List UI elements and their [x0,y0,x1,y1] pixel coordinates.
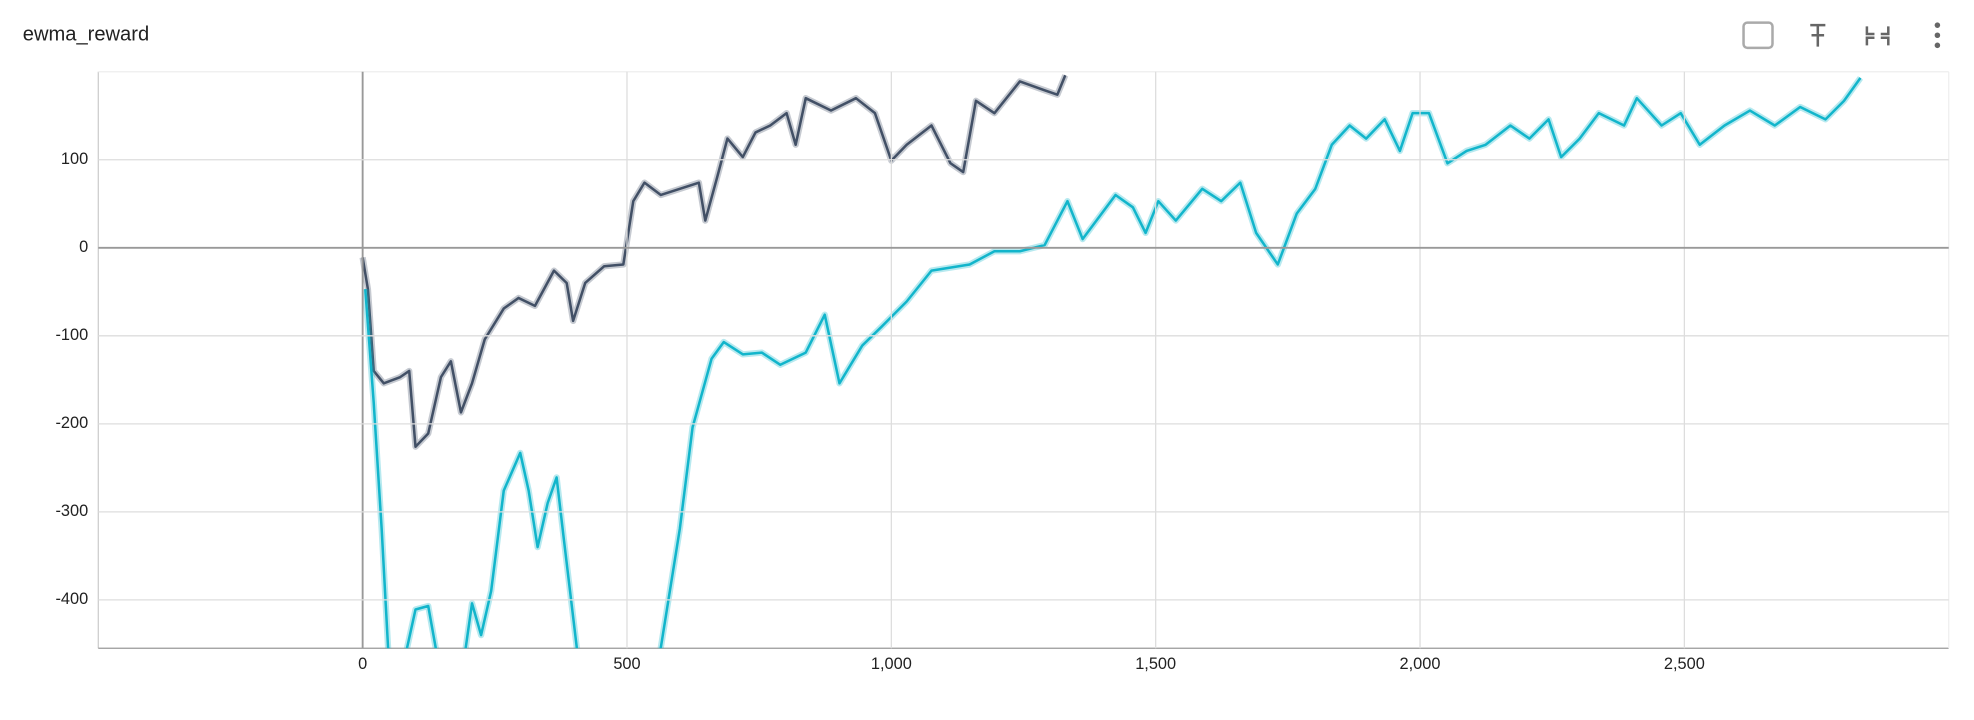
y-tick-label: -400 [55,590,88,608]
plot-area [359,74,1864,649]
y-tick-label: -200 [55,414,88,432]
y-tick-label: -100 [55,326,88,344]
y-tick-label: 0 [79,238,88,256]
y-tick-label: 100 [61,150,88,168]
x-tick-label: 0 [358,655,367,673]
series-line [364,77,1862,649]
y-tick-label: -300 [55,502,88,520]
collapse-button[interactable] [1865,26,1890,46]
x-tick-label: 2,000 [1400,655,1441,673]
series-line [361,74,1067,449]
chart-title: ewma_reward [23,24,149,46]
x-tick-label: 2,500 [1664,655,1705,673]
fit-domain-button[interactable] [1742,21,1774,50]
more-button[interactable] [1934,22,1941,49]
series-halo [362,76,1864,649]
x-tick-label: 500 [613,655,640,673]
x-tick-label: 1,500 [1135,655,1176,673]
toolbar[interactable] [1742,21,1941,50]
x-tick-label: 1,000 [871,655,912,673]
pin-button[interactable] [1810,23,1826,47]
